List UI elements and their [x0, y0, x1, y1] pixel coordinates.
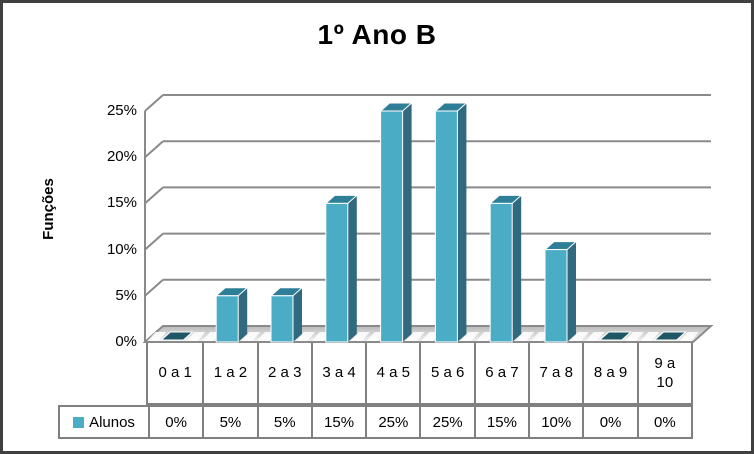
y-axis-tick-label: 20% — [106, 148, 137, 166]
table-value-cell: 0% — [636, 407, 691, 437]
table-value-cell: 15% — [310, 407, 365, 437]
y-axis-tick-label: 10% — [106, 240, 137, 258]
category-header-cell: 0 a 1 — [158, 364, 192, 381]
data-table-row: Alunos 0% 5% 5% 15% 25% 25% 15% 10% 0% 0% — [58, 405, 693, 439]
table-value-cell: 0% — [148, 407, 202, 437]
series-legend-marker — [73, 416, 85, 428]
table-value-cell: 10% — [528, 407, 582, 437]
y-axis-tick-label: 15% — [106, 194, 137, 212]
table-value-cell: 15% — [473, 407, 528, 437]
category-header-cell: 1 a 2 — [202, 342, 256, 403]
y-axis-tick-label: 5% — [115, 286, 137, 304]
series-legend-label: Alunos — [89, 413, 135, 431]
chart-title: 1º Ano B — [317, 19, 437, 50]
table-value-cell: 25% — [419, 407, 473, 437]
category-header-cell: 5 a 6 — [419, 342, 473, 403]
y-axis-tick-label: 25% — [106, 102, 137, 119]
legend-cell: Alunos — [60, 407, 148, 437]
table-value-cell: 5% — [202, 407, 256, 437]
table-value-cell: 25% — [365, 407, 419, 437]
table-value-cell: 0% — [582, 407, 636, 437]
y-axis-tick-label: 0% — [115, 333, 137, 350]
y-axis-title: Funções — [40, 178, 57, 240]
category-header-cell: 8 a 9 — [582, 342, 636, 403]
category-header-cell: 7 a 8 — [528, 342, 582, 403]
category-header-cell: 4 a 5 — [365, 342, 419, 403]
category-header-cell: 2 a 3 — [256, 342, 311, 403]
category-header-cell: 3 a 4 — [310, 342, 365, 403]
table-value-cell: 5% — [256, 407, 311, 437]
category-header-cell: 6 a 7 — [473, 342, 528, 403]
category-header-cell: 9 a 10 — [636, 342, 691, 403]
